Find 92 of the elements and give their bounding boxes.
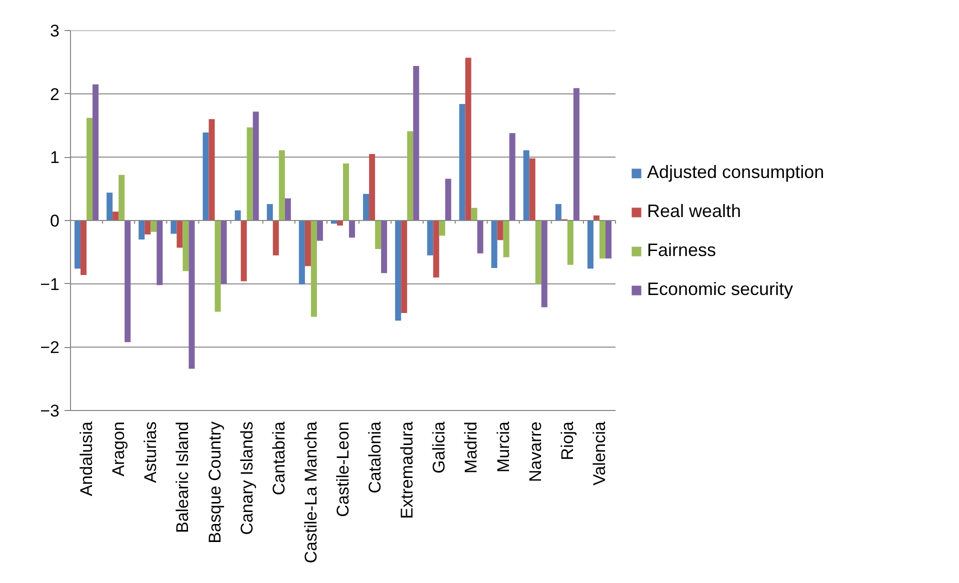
bar <box>427 220 434 256</box>
bar <box>401 220 408 313</box>
bar <box>176 220 183 248</box>
bar <box>465 58 472 220</box>
legend-label: Fairness <box>647 240 716 261</box>
bar <box>214 220 221 312</box>
x-tick-label: Galicia <box>430 420 449 474</box>
bar <box>407 131 414 220</box>
bar <box>112 212 119 220</box>
bar <box>363 194 370 220</box>
x-tick-label: Andalusia <box>77 420 96 496</box>
bar <box>246 127 253 220</box>
legend-label: Economic security <box>647 279 794 300</box>
bar <box>80 220 87 275</box>
x-tick-label: Catalonia <box>366 420 385 494</box>
bar <box>252 112 259 220</box>
bar <box>523 150 530 220</box>
x-tick-label: Asturias <box>141 421 160 483</box>
y-tick-label: 1 <box>50 148 60 168</box>
bar <box>497 220 504 240</box>
bar <box>278 150 285 220</box>
y-tick-label: 3 <box>50 22 60 40</box>
bar <box>284 198 291 220</box>
bar <box>220 220 227 284</box>
bar <box>381 220 388 274</box>
bar <box>509 133 516 220</box>
bar <box>555 204 562 220</box>
bar <box>272 220 279 256</box>
x-tick-label: Castile-La Mancha <box>301 420 320 564</box>
bar <box>343 164 350 220</box>
x-tick-label: Madrid <box>462 421 481 474</box>
x-tick-label: Balearic Island <box>173 421 192 534</box>
bar <box>375 220 382 249</box>
x-tick-label: Murcia <box>494 420 513 473</box>
x-tick-label: Basque Country <box>205 421 224 544</box>
bar <box>491 220 498 268</box>
bar <box>124 220 131 342</box>
x-tick-label: Rioja <box>558 420 577 460</box>
bar <box>529 158 536 220</box>
bar <box>106 192 113 220</box>
bar <box>234 210 241 220</box>
bar <box>92 84 99 220</box>
bar <box>156 220 163 286</box>
bar <box>74 220 81 269</box>
bar <box>310 220 317 317</box>
bar <box>445 178 452 220</box>
x-tick-label: Extremadura <box>398 420 417 519</box>
bar <box>503 220 510 258</box>
bar <box>138 220 145 240</box>
x-tick-label: Cantabria <box>269 420 288 496</box>
bar <box>118 174 125 220</box>
bar <box>433 220 440 278</box>
bar <box>567 220 574 265</box>
x-tick-label: Aragon <box>109 421 128 476</box>
bar <box>182 220 189 272</box>
bar <box>395 220 402 321</box>
bar <box>86 118 93 220</box>
x-tick-label: Canary Islands <box>237 422 256 535</box>
bar <box>202 132 209 220</box>
bar <box>599 220 606 258</box>
y-tick-label: 2 <box>50 84 60 104</box>
bar <box>535 220 542 284</box>
x-tick-label: Valencia <box>590 420 609 486</box>
bar <box>144 220 151 234</box>
bar <box>541 220 548 308</box>
bar <box>587 220 594 269</box>
bar <box>471 208 478 220</box>
y-tick-label: −1 <box>40 274 60 294</box>
bar <box>413 66 420 220</box>
legend-label: Real wealth <box>647 201 742 222</box>
y-tick-label: −3 <box>40 402 60 420</box>
bar <box>266 204 273 220</box>
legend-label: Adjusted consumption <box>647 162 824 183</box>
bar <box>316 220 323 241</box>
bar <box>439 220 446 236</box>
y-tick-label: −2 <box>40 338 60 358</box>
bar <box>188 220 195 369</box>
bar <box>459 104 466 220</box>
bar <box>150 220 157 232</box>
bar <box>298 220 305 284</box>
bar <box>605 220 612 258</box>
bar <box>349 220 356 238</box>
y-tick-label: 0 <box>50 212 60 230</box>
x-tick-label: Castile-Leon <box>334 421 352 517</box>
x-tick-label: Navarre <box>526 421 545 482</box>
bar <box>170 220 177 234</box>
bar <box>304 220 311 266</box>
bar <box>208 119 215 220</box>
bar <box>477 220 484 254</box>
bar <box>240 220 247 282</box>
bar <box>369 154 376 220</box>
bar <box>573 88 580 220</box>
